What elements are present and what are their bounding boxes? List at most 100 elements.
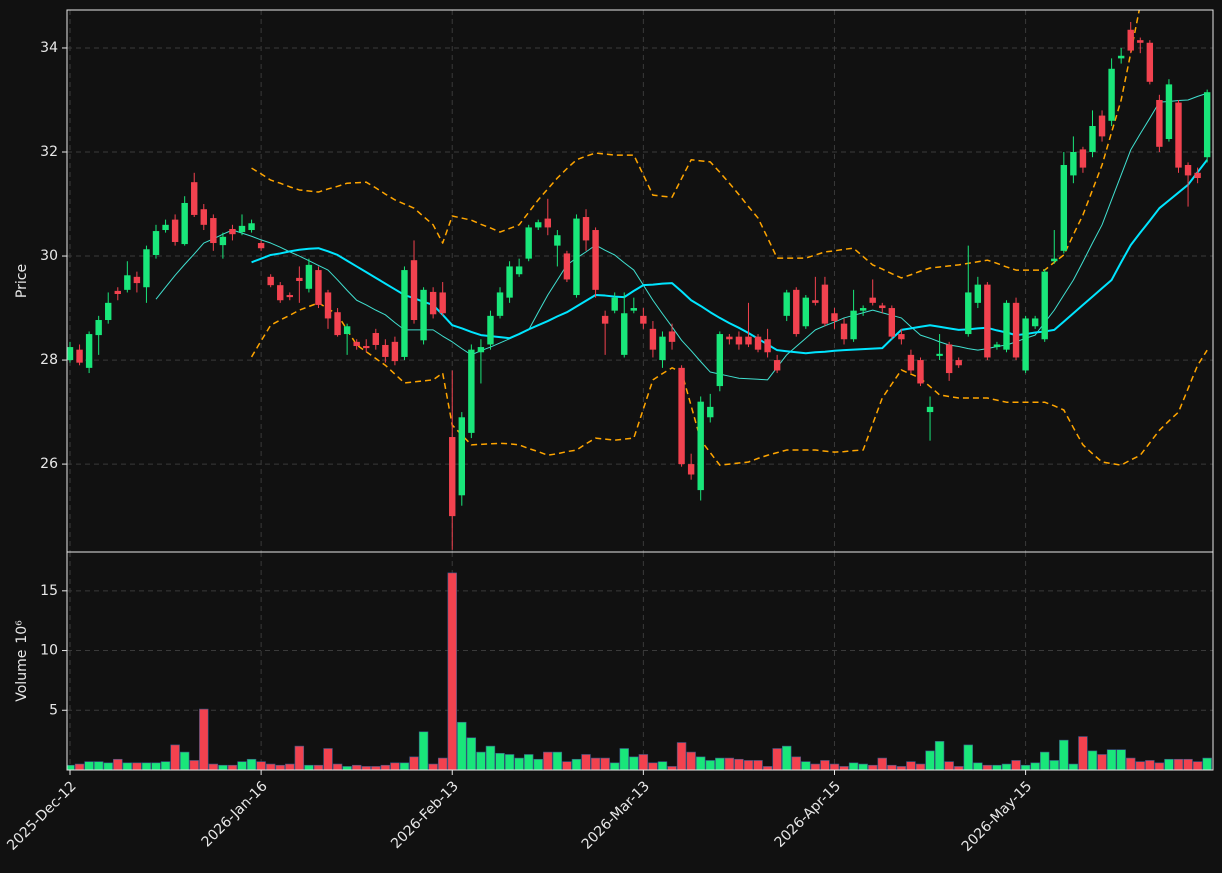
volume-bar bbox=[285, 763, 295, 770]
candle-body bbox=[965, 292, 972, 335]
volume-bar bbox=[877, 757, 887, 770]
x-tick-label: 2026-Jan-16 bbox=[199, 778, 271, 850]
volume-bar bbox=[256, 761, 266, 770]
candle-body bbox=[181, 202, 188, 245]
candle-body bbox=[296, 277, 303, 281]
volume-bar bbox=[170, 744, 180, 770]
volume-bar bbox=[858, 763, 868, 770]
candle-body bbox=[1146, 42, 1154, 82]
volume-bar bbox=[1011, 760, 1021, 770]
candle-body bbox=[726, 336, 733, 340]
volume-bar bbox=[476, 751, 486, 770]
volume-bar bbox=[1020, 764, 1031, 770]
candle-body bbox=[200, 209, 207, 225]
candle-body bbox=[372, 333, 379, 345]
candle-body bbox=[1194, 172, 1201, 179]
volume-bar bbox=[1116, 749, 1126, 770]
candle-body bbox=[649, 328, 657, 350]
indicator-line bbox=[250, 302, 1208, 466]
y-tick-label: 34 bbox=[40, 40, 58, 56]
volume-bar bbox=[724, 757, 735, 770]
candle-body bbox=[945, 344, 953, 374]
candle-body bbox=[1117, 55, 1125, 59]
volume-bar bbox=[122, 762, 133, 770]
volume-bar bbox=[160, 761, 171, 770]
volume-bar bbox=[390, 762, 400, 770]
volume-bar bbox=[896, 766, 907, 770]
volume-bar bbox=[485, 745, 496, 770]
candle-body bbox=[477, 347, 485, 353]
volume-bar bbox=[1068, 763, 1079, 770]
candle-body bbox=[754, 336, 762, 350]
volume-bar bbox=[409, 756, 419, 770]
x-tick-label: 2026-May-15 bbox=[959, 778, 1036, 855]
price-axis-label: Price bbox=[14, 264, 30, 298]
candle-body bbox=[821, 284, 829, 324]
volume-bar bbox=[93, 761, 104, 770]
volume-bar bbox=[428, 763, 438, 770]
volume-bar bbox=[1154, 762, 1165, 770]
volume-bar bbox=[1192, 761, 1203, 770]
candle-body bbox=[678, 367, 685, 465]
candle-body bbox=[621, 313, 628, 355]
volume-layer bbox=[67, 572, 1212, 770]
y-tick-label: 10 bbox=[40, 643, 58, 659]
candle-body bbox=[391, 341, 399, 362]
x-tick-label: 2026-Apr-15 bbox=[772, 778, 845, 851]
candle-body bbox=[735, 336, 743, 345]
candle-body bbox=[114, 290, 121, 295]
candle-body bbox=[1175, 102, 1182, 168]
candle-body bbox=[840, 323, 848, 340]
candle-body bbox=[315, 270, 322, 305]
candle-body bbox=[926, 406, 934, 413]
candle-body bbox=[324, 292, 332, 319]
volume-bar bbox=[648, 762, 658, 770]
candle-body bbox=[171, 219, 179, 242]
volume-bar bbox=[934, 741, 945, 770]
volume-bar bbox=[868, 764, 878, 770]
x-tick-label: 2025-Dec-12 bbox=[4, 778, 79, 853]
candle-body bbox=[793, 289, 800, 335]
volume-bar bbox=[1049, 760, 1059, 770]
grid-layer bbox=[67, 10, 1213, 770]
volume-bar bbox=[667, 766, 677, 770]
volume-bar bbox=[791, 756, 801, 770]
candle-body bbox=[544, 218, 551, 228]
volume-bar bbox=[371, 766, 381, 770]
y-tick-label: 5 bbox=[49, 702, 58, 718]
volume-bar bbox=[208, 763, 219, 770]
volume-bar bbox=[265, 763, 276, 770]
candle-body bbox=[1156, 99, 1163, 147]
volume-bar bbox=[67, 764, 75, 770]
volume-bar bbox=[275, 764, 285, 770]
candle-body bbox=[382, 344, 389, 357]
x-tick-label: 2026-Feb-13 bbox=[388, 778, 462, 852]
volume-bar bbox=[963, 744, 973, 770]
candle-body bbox=[420, 289, 427, 341]
candle-body bbox=[458, 417, 465, 496]
candle-body bbox=[1127, 29, 1134, 51]
candle-layer bbox=[67, 21, 1211, 550]
volume-bar bbox=[313, 764, 324, 770]
volume-bar bbox=[772, 748, 782, 770]
volume-bar bbox=[84, 761, 94, 770]
volume-bar bbox=[218, 764, 228, 770]
volume-bar bbox=[418, 731, 429, 770]
volume-bar bbox=[437, 757, 448, 770]
candle-body bbox=[773, 360, 781, 371]
candle-body bbox=[401, 270, 408, 357]
candle-body bbox=[907, 354, 915, 371]
volume-bar bbox=[294, 745, 305, 770]
candle-body bbox=[1051, 258, 1058, 262]
candle-body bbox=[974, 284, 982, 303]
volume-bar bbox=[523, 754, 534, 770]
volume-bar bbox=[562, 761, 572, 770]
volume-bar bbox=[590, 757, 601, 770]
volume-axis-label: Volume 10⁶ bbox=[14, 620, 30, 702]
candle-body bbox=[1022, 318, 1029, 371]
candle-body bbox=[668, 331, 676, 342]
volume-bar bbox=[227, 764, 238, 770]
candle-body bbox=[611, 297, 618, 311]
